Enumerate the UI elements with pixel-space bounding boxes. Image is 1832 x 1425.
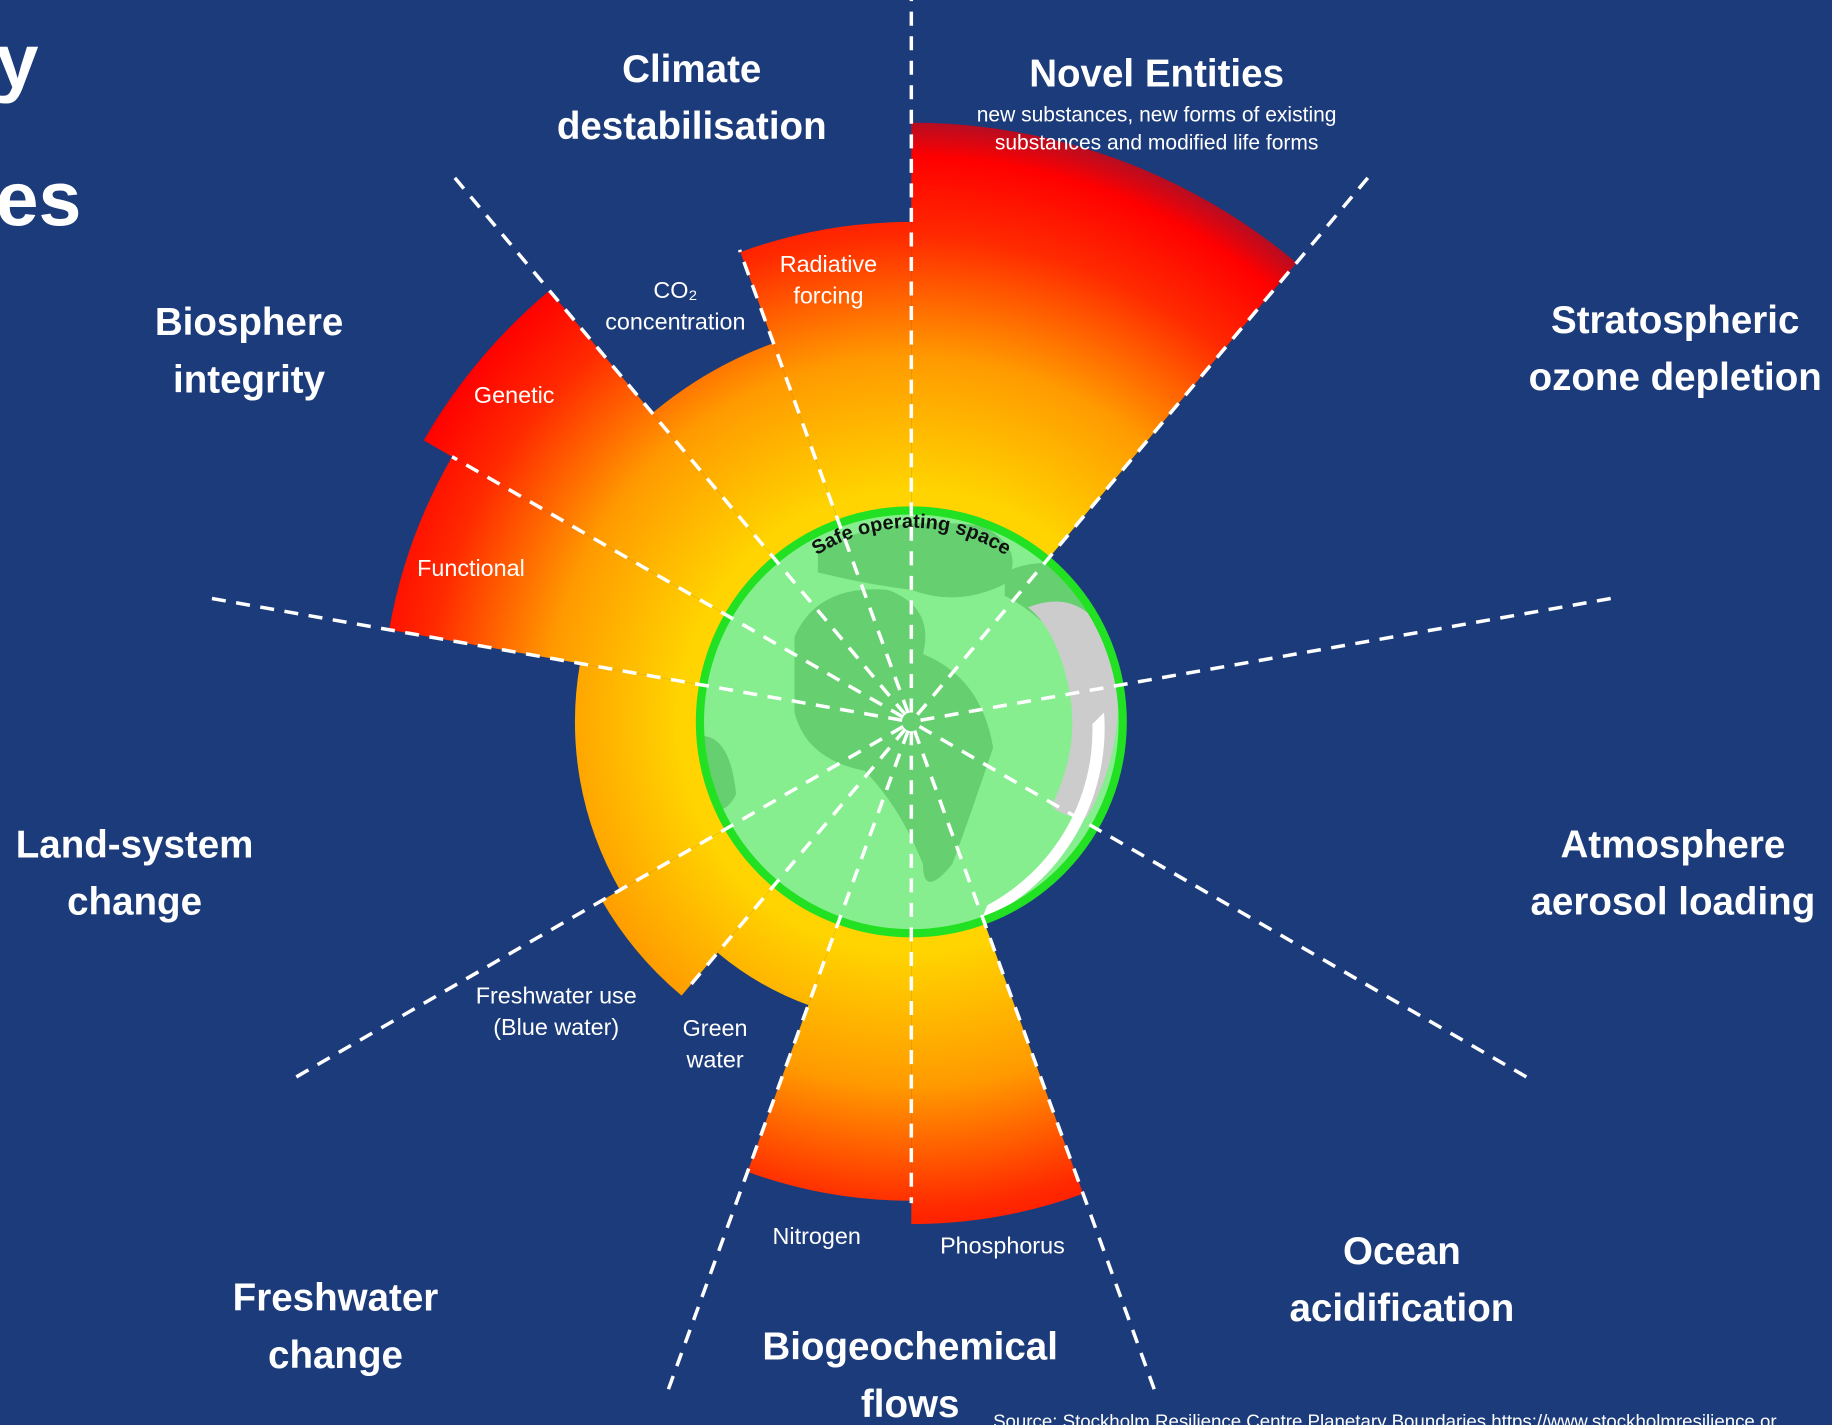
- boundary-label: Land-system: [16, 823, 254, 866]
- sub-label: (Blue water): [493, 1014, 619, 1040]
- sub-label: Freshwater use: [476, 982, 637, 1008]
- sub-label: water: [686, 1047, 744, 1073]
- sub-divider: [684, 727, 907, 992]
- sub-label: forcing: [793, 283, 863, 309]
- source: Source: Stockholm Resilience Centre Plan…: [993, 1410, 1777, 1425]
- boundary-subtitle: substances and modified life forms: [995, 132, 1319, 155]
- globe: Safe operating space: [695, 506, 1127, 938]
- boundary-label: Novel Entities: [1029, 52, 1284, 95]
- boundary-label: integrity: [173, 358, 326, 401]
- boundary-label: Ocean: [1343, 1230, 1461, 1273]
- sub-label: Green: [683, 1015, 748, 1041]
- boundary-label: Atmosphere: [1560, 823, 1785, 866]
- ozone-rim: [981, 712, 1105, 921]
- sub-divider: [451, 455, 905, 719]
- divider: [918, 724, 1530, 1080]
- boundary-label: Climate: [622, 48, 761, 91]
- dividers: [209, 0, 1614, 1392]
- divider: [293, 724, 905, 1080]
- sub-label: Nitrogen: [773, 1223, 861, 1249]
- boundary-subtitle: new substances, new forms of existing: [977, 103, 1337, 126]
- boundary-label: destabilisation: [557, 105, 827, 148]
- boundary-label: change: [268, 1334, 403, 1377]
- divider: [915, 174, 1371, 716]
- divider: [451, 174, 907, 716]
- boundary-label: flows: [861, 1383, 959, 1425]
- boundary-label: acidification: [1289, 1287, 1514, 1330]
- sub-label: CO₂: [653, 277, 697, 303]
- title-fragment: y: [0, 19, 39, 105]
- boundary-label: Biosphere: [155, 301, 343, 344]
- sub-label: Genetic: [474, 382, 555, 408]
- sub-label: concentration: [605, 308, 745, 334]
- sub-divider: [737, 249, 910, 714]
- divider: [665, 730, 910, 1392]
- boundary-label: Stratospheric: [1551, 299, 1799, 342]
- labels: y es Climate destabilisation Novel Entities n…: [0, 19, 1822, 1425]
- boundary-label: change: [67, 881, 202, 924]
- boundary-label: aerosol loading: [1531, 881, 1816, 924]
- sub-label: Functional: [417, 555, 525, 581]
- boundary-label: Biogeochemical: [762, 1326, 1058, 1369]
- title-fragment: es: [0, 156, 81, 242]
- sub-label: Radiative: [780, 251, 877, 277]
- boundary-label: Freshwater: [233, 1277, 439, 1320]
- boundary-label: ozone depletion: [1529, 356, 1822, 399]
- sub-label: Phosphorus: [940, 1232, 1065, 1258]
- divider: [209, 596, 903, 722]
- divider: [912, 730, 1157, 1392]
- divider: [920, 596, 1614, 722]
